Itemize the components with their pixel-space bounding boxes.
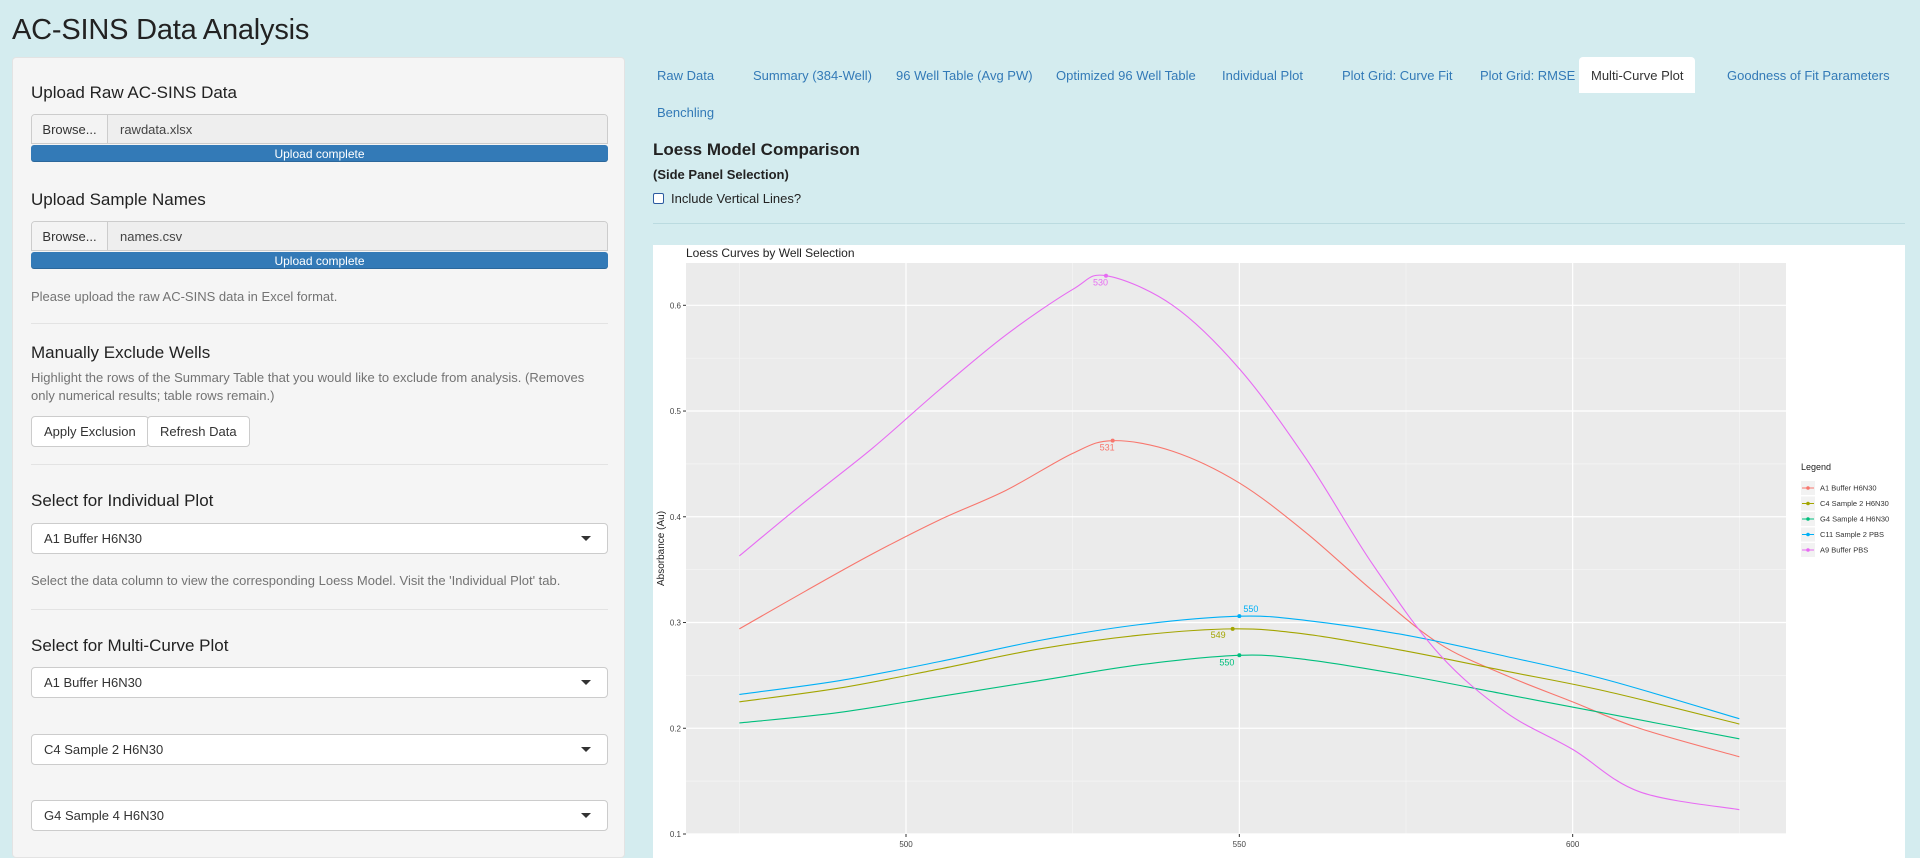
legend-title: Legend — [1801, 462, 1831, 472]
upload-raw-title: Upload Raw AC-SINS Data — [31, 83, 237, 102]
chart-title: Loess Curves by Well Selection — [686, 246, 855, 260]
y-tick-label: 0.2 — [670, 724, 682, 733]
multi-curve-select-value: C4 Sample 2 H6N30 — [44, 742, 164, 757]
exclude-title: Manually Exclude Wells — [31, 343, 211, 362]
peak-point — [1110, 438, 1115, 443]
tab-96-well-table[interactable]: 96 Well Table (Avg PW) — [896, 67, 1033, 83]
sidebar-panel: Upload Raw AC-SINS Data Browse... rawdat… — [12, 57, 625, 858]
individual-plot-selected-value: A1 Buffer H6N30 — [44, 531, 143, 546]
legend-key-point — [1806, 548, 1810, 552]
y-axis-label: Absorbance (Au) — [656, 511, 667, 586]
upload-raw-browse-button[interactable]: Browse... — [32, 115, 108, 143]
peak-point — [1230, 626, 1235, 631]
peak-point — [1104, 273, 1108, 278]
divider — [31, 464, 608, 465]
peak-label: 550 — [1219, 657, 1234, 667]
chevron-down-icon — [581, 536, 591, 541]
upload-raw-file-input[interactable]: Browse... rawdata.xlsx Upload complete — [31, 114, 608, 162]
y-tick-label: 0.6 — [670, 301, 682, 310]
upload-raw-file-name: rawdata.xlsx — [108, 115, 607, 143]
upload-names-file-name: names.csv — [108, 222, 607, 250]
peak-point — [1237, 653, 1242, 658]
peak-label: 549 — [1211, 630, 1226, 640]
upload-names-title: Upload Sample Names — [31, 190, 206, 209]
upload-raw-progress-bar: Upload complete — [31, 145, 608, 162]
legend-key-point — [1806, 501, 1810, 506]
divider — [31, 323, 608, 324]
x-tick-label: 500 — [899, 840, 913, 849]
tab-goodness-of-fit[interactable]: Goodness of Fit Parameters — [1727, 67, 1890, 83]
multi-curve-title: Select for Multi-Curve Plot — [31, 636, 229, 655]
tab-plot-grid-curve-fit[interactable]: Plot Grid: Curve Fit — [1342, 67, 1453, 83]
refresh-data-button[interactable]: Refresh Data — [147, 416, 250, 447]
tab-summary-384-well[interactable]: Summary (384-Well) — [753, 67, 872, 83]
exclude-help-text: Highlight the rows of the Summary Table … — [31, 370, 585, 403]
series-line — [738, 274, 1740, 811]
peak-label: 550 — [1243, 604, 1258, 614]
apply-exclusion-button[interactable]: Apply Exclusion — [31, 416, 149, 447]
y-tick-label: 0.4 — [670, 513, 682, 522]
vertical-lines-checkbox[interactable] — [653, 193, 664, 204]
series-line — [739, 440, 1740, 758]
upload-names-browse-button[interactable]: Browse... — [32, 222, 108, 250]
vertical-lines-option[interactable]: Include Vertical Lines? — [653, 191, 801, 206]
multi-curve-select-value: A1 Buffer H6N30 — [44, 675, 143, 690]
content-title: Loess Model Comparison — [653, 140, 860, 159]
tab-optimized-96-well-table[interactable]: Optimized 96 Well Table — [1056, 67, 1196, 83]
multi-curve-select-1[interactable]: A1 Buffer H6N30 — [31, 667, 608, 698]
x-tick-label: 550 — [1233, 840, 1247, 849]
upload-names-progress-bar: Upload complete — [31, 252, 608, 269]
tab-multi-curve-plot[interactable]: Multi-Curve Plot — [1579, 57, 1696, 93]
legend-entry-label: C4 Sample 2 H6N30 — [1820, 499, 1889, 508]
y-tick-label: 0.3 — [670, 619, 682, 628]
legend-entry-label: G4 Sample 4 H6N30 — [1820, 515, 1889, 524]
loess-chart: Loess Curves by Well Selection 0.1 0.2 0.3 0… — [656, 246, 1889, 849]
legend-entry-label: C11 Sample 2 PBS — [1820, 530, 1884, 539]
individual-plot-help-text: Select the data column to view the corre… — [31, 573, 561, 588]
tab-individual-plot[interactable]: Individual Plot — [1222, 67, 1303, 83]
y-tick-label: 0.1 — [670, 830, 682, 839]
app-title: AC-SINS Data Analysis — [12, 14, 310, 46]
peak-label: 530 — [1093, 278, 1108, 288]
legend-key-point — [1806, 486, 1810, 490]
legend-entry-label: A1 Buffer H6N30 — [1820, 484, 1877, 493]
multi-curve-select-2[interactable]: C4 Sample 2 H6N30 — [31, 734, 608, 765]
chart-panel: Loess Curves by Well Selection 0.1 0.2 0.3 0… — [653, 245, 1905, 858]
legend-entry-label: A9 Buffer PBS — [1820, 546, 1868, 555]
main-panel: Raw Data Summary (384-Well) 96 Well Tabl… — [645, 57, 1920, 858]
legend-key-point — [1806, 517, 1810, 521]
chevron-down-icon — [581, 680, 591, 685]
peak-point — [1237, 614, 1242, 619]
legend-key-point — [1806, 532, 1810, 537]
chevron-down-icon — [581, 747, 591, 752]
tab-raw-data[interactable]: Raw Data — [657, 67, 715, 83]
multi-curve-select-value: G4 Sample 4 H6N30 — [44, 808, 164, 823]
tab-bar: Raw Data Summary (384-Well) 96 Well Tabl… — [645, 57, 1905, 152]
individual-plot-title: Select for Individual Plot — [31, 491, 214, 510]
upload-help-text: Please upload the raw AC-SINS data in Ex… — [31, 289, 338, 304]
plot-background — [686, 263, 1786, 834]
tab-plot-grid-rmse[interactable]: Plot Grid: RMSE — [1480, 67, 1576, 83]
divider — [31, 609, 608, 610]
chevron-down-icon — [581, 813, 591, 818]
upload-names-file-input[interactable]: Browse... names.csv Upload complete — [31, 221, 608, 269]
multi-curve-select-3[interactable]: G4 Sample 4 H6N30 — [31, 800, 608, 831]
content-subtitle: (Side Panel Selection) — [653, 167, 789, 182]
tab-benchling[interactable]: Benchling — [657, 104, 715, 120]
peak-label: 531 — [1100, 443, 1115, 453]
y-tick-label: 0.5 — [670, 407, 682, 416]
vertical-lines-label: Include Vertical Lines? — [671, 191, 802, 206]
individual-plot-select[interactable]: A1 Buffer H6N30 — [31, 523, 608, 554]
divider — [653, 223, 1905, 224]
x-tick-label: 600 — [1566, 840, 1580, 849]
